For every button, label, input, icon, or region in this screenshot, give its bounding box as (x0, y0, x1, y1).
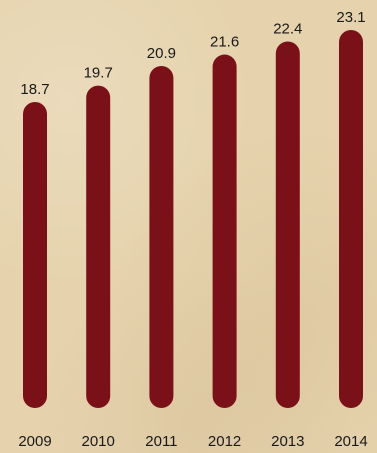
bars-group (23, 30, 363, 409)
value-labels-group: 18.7 19.7 20.9 21.6 22.4 23.1 (20, 9, 365, 98)
value-label-2009: 18.7 (20, 81, 49, 98)
bar-2012 (212, 54, 237, 409)
x-tick-label-2010: 2010 (82, 433, 115, 450)
value-label-2010: 19.7 (84, 65, 113, 82)
bar-2010 (86, 85, 111, 408)
value-label-2011: 20.9 (147, 45, 176, 62)
x-tick-label-2013: 2013 (271, 433, 304, 450)
value-label-2013: 22.4 (273, 20, 302, 37)
x-tick-label-2011: 2011 (145, 433, 177, 450)
x-tick-label-2009: 2009 (18, 433, 51, 450)
bar-2009 (23, 102, 47, 408)
x-tick-label-2014: 2014 (334, 433, 367, 450)
bar-2011 (149, 66, 174, 408)
x-tick-label-2012: 2012 (208, 433, 241, 450)
bar-2013 (275, 41, 300, 408)
value-label-2012: 21.6 (210, 34, 239, 51)
value-label-2014: 23.1 (336, 9, 365, 26)
x-axis-labels-group: 2009 2010 2011 2012 2013 2014 (18, 433, 367, 450)
bar-2014 (339, 30, 363, 408)
